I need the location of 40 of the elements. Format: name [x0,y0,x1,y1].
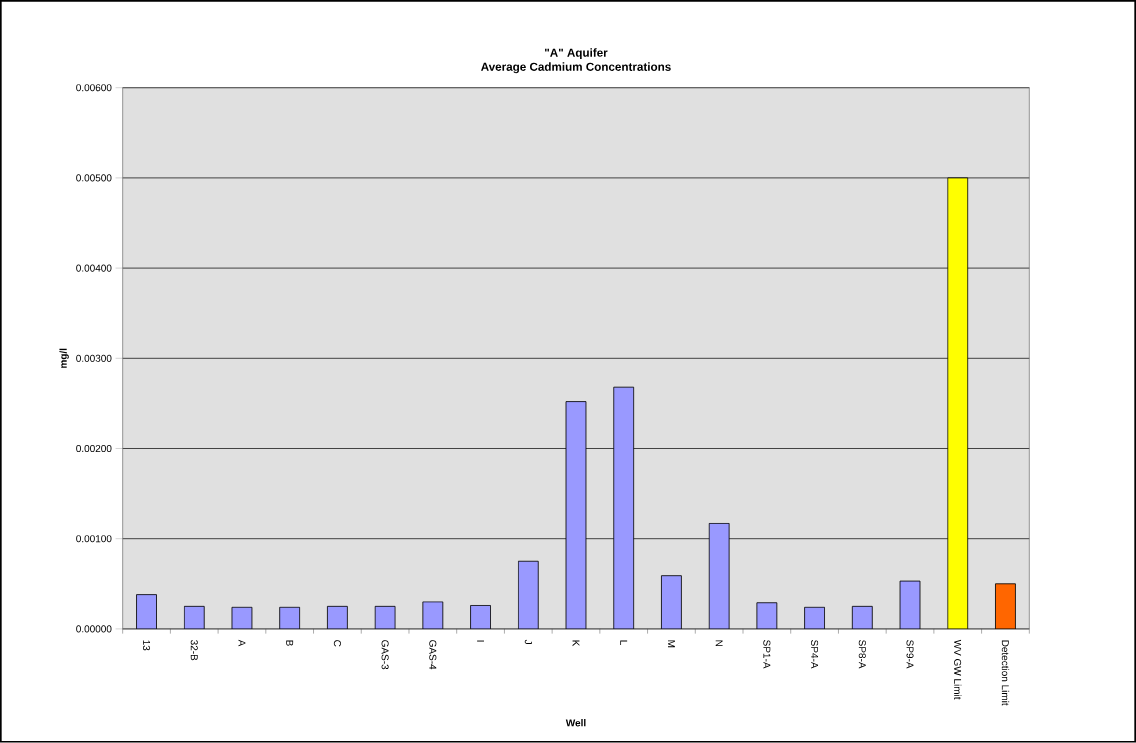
x-tick-label: K [572,640,580,647]
x-tick-label: B [286,640,294,647]
y-tick-label: 0.00500 [76,174,112,182]
x-tick-label: Detection Limit [1001,640,1010,706]
y-axis-title: mg/l [59,348,69,369]
y-tick-label: 0.00400 [76,264,112,272]
bar [708,523,730,630]
y-tick-label: 0.00200 [76,445,112,453]
x-tick-label: 32-B [190,640,198,661]
y-tick-label: 0.00600 [76,84,112,92]
x-tick-label: I [477,640,484,642]
x-tick-label: SP1-A [763,640,771,669]
y-tick-label: 0.00100 [76,535,112,543]
x-tick-label: GAS-4 [429,640,437,670]
bar [374,606,396,630]
x-tick-label: 13 [142,640,151,651]
bar [136,594,157,630]
y-tick-label: 0.00000 [76,625,112,633]
x-tick-label: WV GW Limit [954,639,962,700]
x-tick-label: J [524,640,532,645]
x-axis-title: Well [565,719,586,727]
x-tick-label: M [668,640,675,648]
bar [517,561,539,630]
chart-subtitle: Average Cadmium Concentrations [481,62,671,74]
x-tick-label: C [333,640,341,647]
y-tick-label: 0.00300 [76,354,112,363]
x-tick-label: SP4-A [811,640,819,669]
x-tick-label: SP8-A [858,640,866,669]
x-tick-label: GAS-3 [381,640,389,670]
bar [804,607,825,630]
x-tick-label: SP9-A [906,640,914,669]
bar [470,605,491,630]
bar [613,386,635,630]
chart-title: "A" Aquifer [545,48,608,60]
x-tick-label: N [715,640,723,647]
x-tick-label: L [620,640,628,646]
bar [183,606,205,630]
bar [279,607,301,630]
x-tick-label: A [238,639,246,647]
bar [947,177,969,630]
